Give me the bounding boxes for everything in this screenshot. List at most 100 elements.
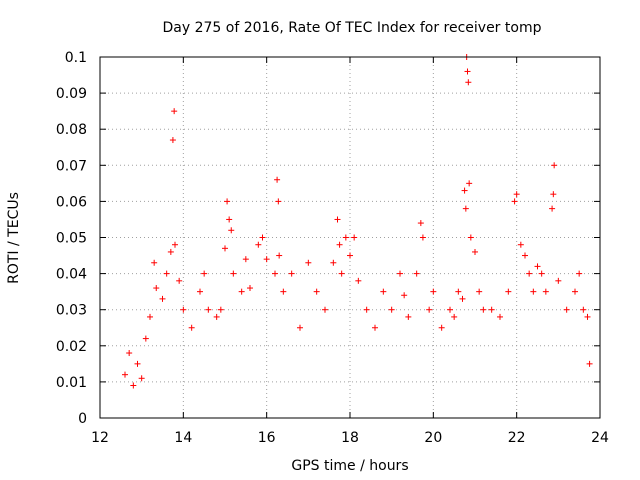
data-point (480, 306, 487, 313)
data-point (197, 288, 203, 295)
data-point (169, 137, 176, 144)
data-point (147, 313, 153, 320)
y-tick-label: 0.05 (56, 231, 87, 247)
data-point (517, 241, 524, 248)
ticks-layer (99, 56, 601, 419)
data-point (122, 371, 128, 378)
data-point (549, 205, 556, 212)
data-point (476, 288, 483, 295)
y-tick-label: 0.09 (56, 86, 87, 102)
data-point (205, 306, 212, 313)
data-point (522, 252, 528, 259)
data-point (462, 205, 469, 212)
x-tick-label: 16 (258, 430, 276, 446)
data-point (130, 382, 137, 389)
data-point (550, 191, 557, 198)
data-point (467, 234, 474, 241)
y-tick-label: 0.03 (56, 303, 87, 319)
data-point (322, 306, 328, 313)
x-axis-label: GPS time / hours (291, 458, 408, 474)
data-point (551, 162, 558, 169)
y-tick-label: 0 (78, 411, 87, 427)
data-point (355, 277, 362, 284)
data-point (405, 313, 412, 320)
data-point (288, 270, 295, 277)
data-point (466, 180, 473, 187)
data-point (230, 270, 237, 277)
data-point (576, 270, 583, 277)
data-point (201, 270, 208, 277)
data-point (138, 375, 145, 382)
data-point (497, 313, 503, 320)
data-point (153, 285, 160, 292)
x-tick-labels: 12 14 16 18 20 22 24 (91, 430, 609, 446)
y-tick-label: 0.04 (56, 267, 87, 283)
data-point (555, 277, 562, 284)
data-point (413, 270, 420, 277)
data-point (217, 306, 224, 313)
data-point (513, 191, 520, 198)
y-tick-label: 0.02 (56, 339, 87, 355)
data-point (534, 263, 541, 270)
data-point (351, 234, 358, 241)
data-point (586, 360, 593, 367)
data-point (167, 248, 174, 255)
data-point (180, 306, 187, 313)
data-point (142, 335, 149, 342)
data-point (263, 256, 270, 263)
chart-title: Day 275 of 2016, Rate Of TEC Index for r… (163, 20, 542, 36)
data-point (163, 270, 170, 277)
data-point (297, 324, 303, 331)
points-layer (122, 54, 593, 389)
data-point (255, 241, 262, 248)
data-point (334, 216, 341, 223)
data-point (417, 220, 424, 227)
x-tick-label: 12 (91, 430, 109, 446)
data-point (336, 241, 343, 248)
data-point (224, 198, 231, 205)
y-axis-label: ROTI / TECUs (6, 192, 22, 284)
data-point (388, 306, 395, 313)
data-point (530, 288, 537, 295)
data-point (505, 288, 512, 295)
data-point (280, 288, 287, 295)
data-point (176, 277, 183, 284)
data-point (305, 259, 312, 266)
data-point (247, 285, 253, 292)
y-tick-label: 0.08 (56, 122, 87, 138)
data-point (342, 234, 349, 241)
data-point (455, 288, 462, 295)
data-point (397, 270, 403, 277)
x-tick-label: 20 (424, 430, 442, 446)
data-point (447, 306, 453, 313)
x-tick-label: 24 (591, 430, 609, 446)
data-point (172, 241, 178, 248)
data-point (465, 79, 472, 86)
y-tick-labels: 0 0.01 0.02 0.03 0.04 0.05 0.06 0.07 0.08 0.09 0.1 (56, 50, 87, 427)
data-point (242, 256, 249, 263)
grid-layer (100, 57, 600, 418)
data-point (419, 234, 426, 241)
data-point (526, 270, 533, 277)
data-point (430, 288, 437, 295)
data-point (401, 292, 408, 299)
data-point (363, 306, 370, 313)
data-point (488, 306, 495, 313)
data-point (542, 288, 549, 295)
x-tick-label: 14 (174, 430, 192, 446)
data-point (151, 259, 158, 266)
data-point (259, 234, 266, 241)
data-point (584, 313, 591, 320)
x-tick-label: 22 (508, 430, 526, 446)
data-point (171, 108, 178, 115)
data-point (380, 288, 387, 295)
data-point (313, 288, 320, 295)
data-point (272, 270, 278, 277)
data-point (426, 306, 433, 313)
data-point (213, 313, 220, 320)
data-point (222, 245, 228, 252)
data-point (134, 360, 141, 367)
data-point (580, 306, 587, 313)
data-point (276, 252, 283, 259)
data-point (459, 295, 466, 302)
